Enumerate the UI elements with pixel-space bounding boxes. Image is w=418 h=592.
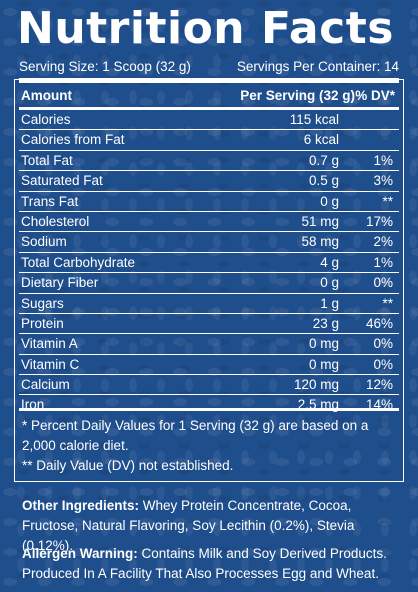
nutrient-name: Iron: [21, 397, 45, 413]
nutrient-dv: 2%: [373, 234, 393, 250]
table-row: Calcium 120 mg 12%: [19, 375, 399, 396]
table-row: Dietary Fiber 0 g 0%: [19, 273, 399, 294]
nutrient-dv: 46%: [365, 315, 393, 331]
thick-divider: [19, 78, 399, 83]
nutrient-rows: Calories 115 kcal Calories from Fat 6 kc…: [19, 110, 399, 415]
header-amount: Amount: [21, 88, 72, 103]
table-row: Protein 23 g 46%: [19, 314, 399, 335]
nutrient-amount: 51 mg: [301, 213, 339, 229]
nutrient-dv: 1%: [373, 152, 393, 168]
footnotes: * Percent Daily Values for 1 Serving (32…: [22, 416, 396, 476]
table-row: Sodium 58 mg 2%: [19, 232, 399, 253]
table-row: Saturated Fat 0.5 g 3%: [19, 171, 399, 192]
nutrient-name: Sugars: [21, 295, 64, 311]
bottom-divider: [19, 408, 399, 411]
table-row: Sugars 1 g **: [19, 294, 399, 314]
nutrient-amount: 23 g: [312, 315, 339, 331]
nutrient-name: Vitamin A: [21, 336, 78, 352]
nutrient-amount: 6 kcal: [303, 132, 339, 148]
nutrient-dv: 14%: [365, 397, 393, 413]
nutrient-amount: 2.5 mg: [297, 397, 339, 413]
table-row: Vitamin A 0 mg 0%: [19, 334, 399, 355]
header-divider: [19, 107, 399, 110]
nutrient-amount: 0 mg: [308, 356, 339, 372]
nutrient-name: Sodium: [21, 234, 67, 250]
allergen-label: Allergen Warning:: [22, 546, 138, 561]
nutrient-dv: **: [382, 193, 393, 209]
nutrient-dv: 0%: [373, 356, 393, 372]
table-header: Amount Per Serving (32 g) % DV*: [19, 86, 399, 106]
allergen-warning: Allergen Warning: Contains Milk and Soy …: [22, 544, 400, 584]
nutrient-dv: 1%: [373, 254, 393, 270]
other-ingredients: Other Ingredients: Whey Protein Concentr…: [22, 496, 400, 556]
table-row: Total Carbohydrate 4 g 1%: [19, 253, 399, 274]
nutrient-amount: 0 g: [320, 275, 339, 291]
nutrient-name: Trans Fat: [21, 193, 79, 209]
serving-size: Serving Size: 1 Scoop (32 g): [19, 59, 191, 74]
nutrient-name: Vitamin C: [21, 356, 80, 372]
nutrient-amount: 0 mg: [308, 336, 339, 352]
nutrient-name: Saturated Fat: [21, 173, 103, 189]
nutrient-amount: 0 g: [320, 193, 339, 209]
nutrient-name: Protein: [21, 315, 64, 331]
nutrient-amount: 115 kcal: [289, 112, 339, 127]
nutrient-name: Calories from Fat: [21, 132, 125, 148]
panel-title: Nutrition Facts: [17, 3, 394, 54]
nutrient-name: Total Fat: [21, 152, 73, 168]
nutrient-dv: 3%: [373, 173, 393, 189]
table-row: Cholesterol 51 mg 17%: [19, 212, 399, 233]
nutrient-dv: 0%: [373, 336, 393, 352]
nutrient-name: Cholesterol: [21, 213, 90, 229]
servings-per-container: Servings Per Container: 14: [236, 59, 399, 74]
nutrient-amount: 1 g: [320, 295, 339, 311]
footnote-not-established: ** Daily Value (DV) not established.: [22, 458, 234, 473]
table-row: Vitamin C 0 mg 0%: [19, 355, 399, 376]
nutrient-name: Total Carbohydrate: [21, 254, 136, 270]
nutrient-amount: 120 mg: [293, 377, 339, 393]
table-row: Calories from Fat 6 kcal: [19, 130, 399, 151]
nutrient-dv: **: [382, 295, 393, 311]
nutrient-amount: 0.5 g: [308, 173, 339, 189]
header-dv: % DV*: [355, 88, 395, 103]
table-row: Trans Fat 0 g **: [19, 192, 399, 212]
nutrient-name: Calories: [21, 112, 71, 127]
nutrient-amount: 0.7 g: [308, 152, 339, 168]
nutrient-amount: 4 g: [320, 254, 339, 270]
nutrient-amount: 58 mg: [301, 234, 339, 250]
table-row: Iron 2.5 mg 14%: [19, 395, 399, 414]
serving-info: Serving Size: 1 Scoop (32 g) Servings Pe…: [19, 58, 399, 76]
nutrient-dv: 0%: [373, 275, 393, 291]
nutrient-dv: 17%: [365, 213, 393, 229]
nutrient-dv: 12%: [365, 377, 393, 393]
footnote-percent-dv: * Percent Daily Values for 1 Serving (32…: [22, 418, 369, 453]
allergen-text: Contains Milk and Soy Derived Products. …: [22, 546, 387, 581]
table-row: Total Fat 0.7 g 1%: [19, 151, 399, 172]
header-per-serving: Per Serving (32 g): [240, 88, 355, 103]
ingredients-text: Whey Protein Concentrate, Cocoa, Fructos…: [22, 498, 355, 553]
nutrient-name: Dietary Fiber: [21, 275, 99, 291]
nutrient-name: Calcium: [21, 377, 70, 393]
ingredients-label: Other Ingredients:: [22, 498, 140, 513]
table-row: Calories 115 kcal: [19, 110, 399, 131]
